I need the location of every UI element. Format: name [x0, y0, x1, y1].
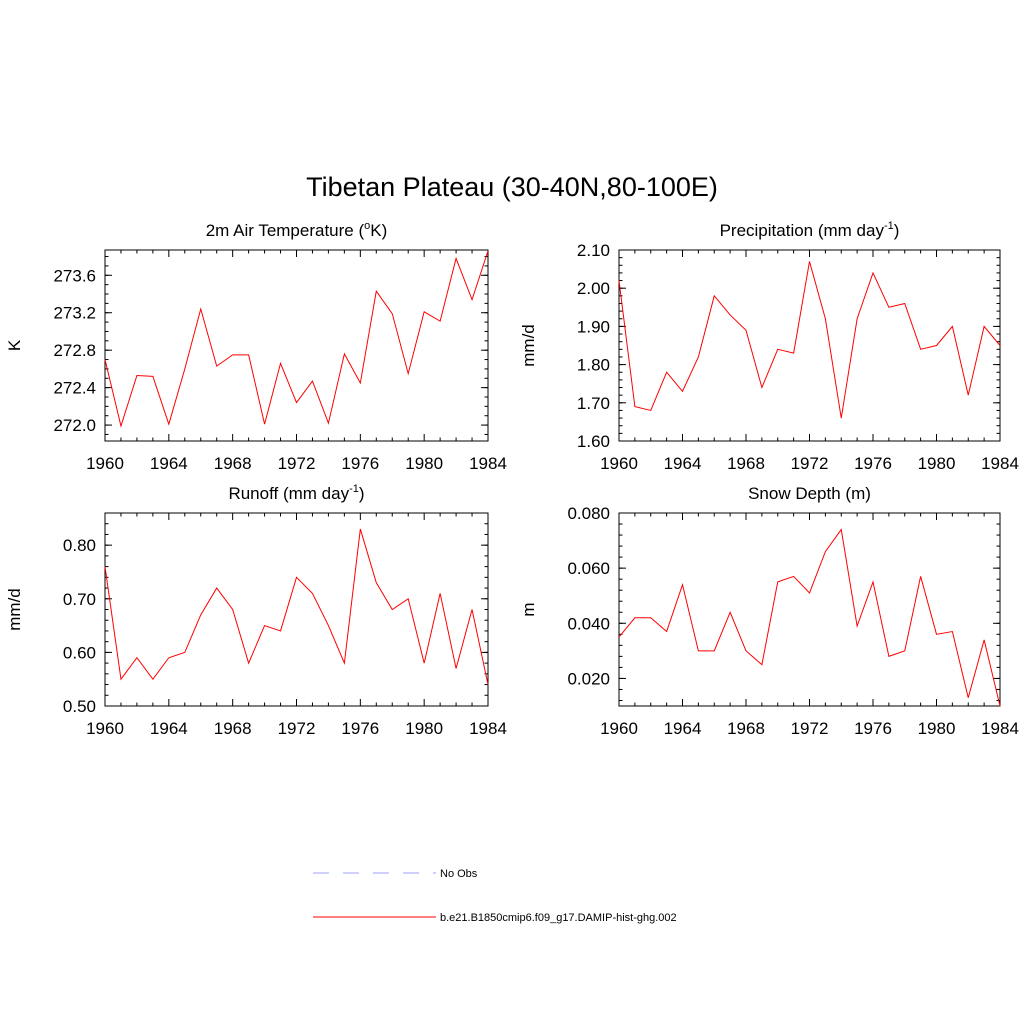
y-axis-label: mm/d — [5, 588, 24, 631]
x-tick-label: 1964 — [150, 454, 188, 473]
x-tick-label: 1960 — [600, 719, 638, 738]
y-axis-label: m — [519, 602, 538, 616]
y-tick-label: 272.8 — [53, 341, 96, 360]
series-line-1 — [104, 250, 489, 428]
x-tick-label: 1984 — [469, 719, 507, 738]
chart-panel-2: Precipitation (mm day-1) mm/d 1960 1964 1968… — [519, 220, 1019, 473]
y-tick-label: 0.080 — [567, 504, 610, 523]
x-tick-label: 1964 — [664, 454, 702, 473]
y-tick-label: 0.80 — [63, 536, 96, 555]
x-tick-label: 1964 — [664, 719, 702, 738]
x-tick-label: 1976 — [854, 454, 892, 473]
x-tick-label: 1976 — [854, 719, 892, 738]
x-tick-label: 1976 — [341, 454, 379, 473]
chart-title: Snow Depth (m) — [748, 484, 871, 503]
series-line-1 — [618, 528, 1001, 707]
y-tick-label: 2.00 — [577, 279, 610, 298]
y-tick-label: 1.80 — [577, 356, 610, 375]
chart-panel-1: 2m Air Temperature (oK) K 1960 1964 1968 1972… — [5, 220, 507, 473]
y-tick-label: 0.020 — [567, 669, 610, 688]
x-tick-label: 1964 — [150, 719, 188, 738]
chart-panel-4: Snow Depth (m) m 1960 1964 1968 1972 1976 1980 1… — [519, 484, 1019, 738]
legend-label-no-obs: No Obs — [440, 868, 478, 880]
y-tick-label: 1.70 — [577, 394, 610, 413]
y-tick-label: 0.60 — [63, 643, 96, 662]
series-line-1 — [104, 528, 489, 685]
page-title: Tibetan Plateau (30-40N,80-100E) — [306, 172, 718, 202]
x-tick-label: 1984 — [981, 719, 1019, 738]
plot-frame — [104, 249, 489, 442]
x-tick-label: 1972 — [791, 454, 829, 473]
x-tick-label: 1972 — [278, 454, 316, 473]
plot-frame — [618, 249, 1001, 442]
chart-title-text: Snow Depth (m) — [748, 484, 871, 503]
y-tick-label: 1.90 — [577, 317, 610, 336]
x-tick-label: 1972 — [278, 719, 316, 738]
x-tick-label: 1960 — [86, 454, 124, 473]
chart-title-text-end: ) — [894, 221, 900, 240]
x-tick-label: 1980 — [405, 454, 443, 473]
chart-title-text: Runoff (mm day — [228, 484, 349, 503]
x-tick-label: 1972 — [791, 719, 829, 738]
x-tick-label: 1984 — [469, 454, 507, 473]
chart-title: Precipitation (mm day-1) — [720, 220, 900, 240]
series-line-1 — [618, 261, 1001, 419]
y-tick-label: 0.50 — [63, 697, 96, 716]
x-tick-label: 1968 — [727, 719, 765, 738]
y-tick-label: 2.10 — [577, 241, 610, 260]
y-tick-label: 1.60 — [577, 432, 610, 451]
x-tick-label: 1980 — [918, 719, 956, 738]
y-tick-label: 0.70 — [63, 590, 96, 609]
x-tick-label: 1968 — [727, 454, 765, 473]
x-tick-label: 1960 — [86, 719, 124, 738]
y-axis-label: mm/d — [519, 324, 538, 367]
x-tick-label: 1960 — [600, 454, 638, 473]
y-tick-label: 272.4 — [53, 379, 96, 398]
y-tick-label: 273.2 — [53, 304, 96, 323]
chart-title: Runoff (mm day-1) — [228, 483, 364, 503]
chart-title-text-end: K) — [370, 221, 387, 240]
chart-title-superscript: -1 — [884, 220, 894, 232]
legend-label-model: b.e21.B1850cmip6.f09_g17.DAMIP-hist-ghg.… — [440, 912, 677, 924]
y-tick-label: 272.0 — [53, 416, 96, 435]
x-tick-label: 1980 — [405, 719, 443, 738]
y-tick-label: 0.060 — [567, 559, 610, 578]
chart-title-superscript: o — [364, 220, 370, 232]
chart-panel-3: Runoff (mm day-1) mm/d 1960 1964 1968 1972 197… — [5, 483, 507, 738]
x-tick-label: 1968 — [214, 719, 252, 738]
y-axis-label: K — [5, 339, 24, 351]
x-tick-label: 1984 — [981, 454, 1019, 473]
legend: No Obs b.e21.B1850cmip6.f09_g17.DAMIP-hi… — [313, 868, 677, 924]
x-tick-label: 1976 — [341, 719, 379, 738]
plot-frame — [618, 512, 1001, 707]
panels-group: 2m Air Temperature (oK) K 1960 1964 1968 1972… — [5, 220, 1019, 738]
plot-frame — [104, 512, 489, 707]
y-tick-label: 0.040 — [567, 614, 610, 633]
y-tick-label: 273.6 — [53, 266, 96, 285]
chart-title-text: Precipitation (mm day — [720, 221, 885, 240]
chart-title-text-end: ) — [359, 484, 365, 503]
chart-title-text: 2m Air Temperature ( — [206, 221, 365, 240]
chart-title: 2m Air Temperature (oK) — [206, 220, 388, 240]
x-tick-label: 1980 — [918, 454, 956, 473]
x-tick-label: 1968 — [214, 454, 252, 473]
chart-title-superscript: -1 — [349, 483, 359, 495]
